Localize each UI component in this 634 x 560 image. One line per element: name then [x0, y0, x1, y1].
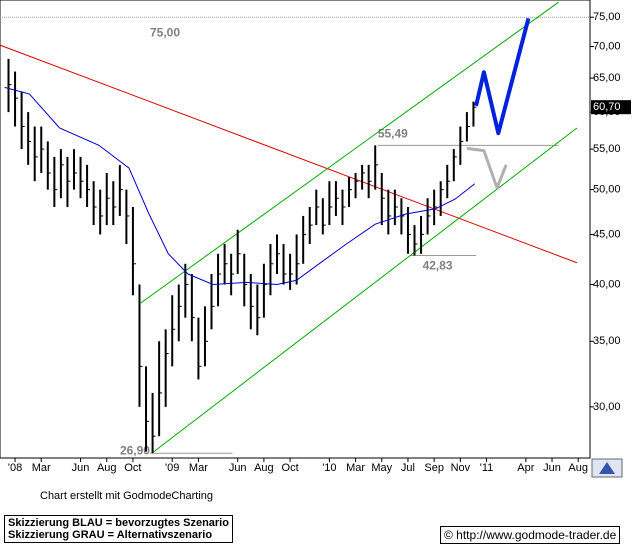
x-tick-label: '09 [165, 462, 179, 474]
y-tick-label: 35,00 [593, 335, 621, 347]
y-tick-label: 55,00 [593, 143, 621, 155]
y-tick-label: 65,00 [593, 72, 621, 84]
x-tick-label: Jun [229, 462, 247, 474]
x-tick-label: '10 [322, 462, 336, 474]
last-price-box [591, 100, 631, 115]
y-tick-label: 40,00 [593, 278, 621, 290]
x-tick-label: Mar [32, 462, 51, 474]
chart-icon-shape [599, 462, 615, 474]
legend-line: Skizzierung BLAU = bevorzugtes Szenario [8, 517, 229, 529]
x-tick-label: Nov [451, 462, 471, 474]
level-label: 42,83 [423, 259, 453, 273]
trendline [0, 44, 578, 264]
credit: Chart erstellt mit GodmodeCharting [40, 490, 214, 502]
y-tick-label: 45,00 [593, 228, 621, 240]
x-tick-label: Mar [189, 462, 208, 474]
level-label: 75,00 [150, 25, 180, 39]
moving-average [4, 86, 476, 286]
y-tick-label: 75,00 [593, 11, 621, 23]
trendline [153, 127, 578, 453]
x-tick-label: May [371, 462, 392, 474]
scenario [474, 17, 531, 136]
plot-area [0, 0, 591, 459]
legend-box: Skizzierung BLAU = bevorzugtes Szenario … [4, 515, 233, 543]
trendline [140, 1, 559, 304]
last-price-label: 60,70 [593, 101, 621, 113]
x-tick-label: Jun [72, 462, 90, 474]
x-tick-label: Apr [517, 462, 534, 474]
x-tick-label: Jun [543, 462, 561, 474]
chart: 30,0035,0040,0045,0050,0055,0060,0065,00… [0, 0, 631, 478]
y-tick-label: 70,00 [593, 40, 621, 52]
scenario [466, 146, 508, 190]
copyright: © http://www.godmode-trader.de [440, 526, 621, 544]
x-tick-label: Aug [568, 462, 588, 474]
legend-line: Skizzierung GRAU = Alternativszenario [8, 529, 213, 541]
x-tick-label: Sep [424, 462, 444, 474]
level-label: 26,90 [120, 443, 150, 457]
x-tick-label: Oct [124, 462, 141, 474]
x-tick-label: Oct [282, 462, 299, 474]
y-tick-label: 30,00 [593, 401, 621, 413]
x-tick-label: Aug [97, 462, 117, 474]
x-tick-label: '11 [480, 462, 494, 474]
x-tick-label: Mar [346, 462, 365, 474]
y-tick-label: 50,00 [593, 184, 621, 196]
x-tick-label: Aug [254, 462, 274, 474]
x-tick-label: Jul [401, 462, 415, 474]
x-tick-label: '08 [8, 462, 22, 474]
level-label: 55,49 [378, 127, 408, 141]
